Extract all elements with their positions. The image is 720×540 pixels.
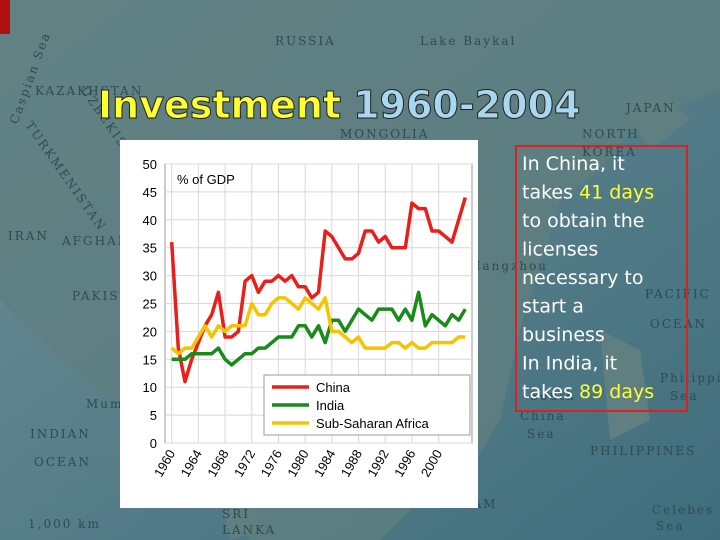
legend-label: China (316, 380, 351, 395)
map-label: MONGOLIA (340, 127, 429, 141)
map-label: NORTH (582, 127, 640, 141)
note-line: In China, it (522, 153, 625, 175)
note-text: necessary to (522, 267, 643, 289)
note-line: In India, it (522, 353, 617, 375)
y-tick-label: 35 (143, 241, 157, 256)
series-line (171, 290, 467, 367)
map-label: KOREA (582, 145, 637, 159)
legend-label: Sub-Saharan Africa (316, 416, 430, 431)
map-label: KAZAKHSTAN (35, 84, 143, 98)
map-land (620, 90, 690, 150)
note-line: takes 41 days (522, 182, 654, 204)
y-tick-label: 15 (143, 352, 157, 367)
y-tick-label: 0 (150, 436, 157, 451)
note-line: start a (522, 296, 584, 318)
series-line (169, 197, 467, 384)
y-axis-label: % of GDP (177, 172, 235, 187)
y-tick-label: 50 (143, 157, 157, 172)
map-label: South (530, 389, 576, 403)
map-label: PACIFIC (645, 287, 711, 301)
note-text: 41 days (579, 182, 654, 204)
slide-title: Investment 1960-2004 (98, 83, 580, 127)
note-line: business (522, 324, 605, 346)
title-part: 1960-2004 (353, 83, 580, 127)
map-label: OCEAN (650, 317, 707, 331)
series-line (170, 296, 466, 356)
note-text: In India, it (522, 353, 617, 375)
map-label: IRAN (8, 229, 49, 243)
map-label: Philippine (660, 371, 720, 385)
note-text: start a (522, 296, 584, 318)
map-label: Celebes (652, 503, 714, 517)
map-label: Sea (656, 519, 684, 533)
y-tick-label: 20 (143, 324, 157, 339)
map-label: RUSSIA (275, 34, 336, 48)
note-line: takes 89 days (522, 381, 654, 403)
note-text: business (522, 324, 605, 346)
map-label: INDIAN (30, 427, 91, 441)
note-line: necessary to (522, 267, 643, 289)
map-label: China (520, 409, 566, 423)
map-label: PHILIPPINES (590, 444, 696, 458)
y-tick-label: 30 (143, 269, 157, 284)
note-text: takes (522, 381, 579, 403)
title-part: Investment (98, 83, 341, 127)
corner-mark (0, 0, 10, 34)
note-line: licenses (522, 239, 598, 261)
note-box (515, 145, 688, 412)
note-text: to obtain the (522, 210, 644, 232)
map-label: Sea (670, 389, 698, 403)
map-label: JAPAN (624, 101, 676, 115)
note-text: In China, it (522, 153, 625, 175)
map-land (600, 330, 650, 440)
map-label: Hangzhou (470, 259, 548, 273)
legend-label: India (316, 398, 345, 413)
note-text: takes (522, 182, 579, 204)
y-tick-label: 25 (143, 297, 157, 312)
y-tick-label: 40 (143, 213, 157, 228)
map-label: Lake Baykal (420, 34, 516, 48)
note-text: licenses (522, 239, 598, 261)
map-label: Sea (527, 427, 555, 441)
map-label: 1,000 km (28, 517, 101, 531)
map-label: LANKA (222, 523, 276, 537)
note-line: to obtain the (522, 210, 644, 232)
map-label: OCEAN (34, 455, 91, 469)
note-text: 89 days (579, 381, 654, 403)
y-tick-label: 10 (143, 380, 157, 395)
y-tick-label: 5 (150, 408, 157, 423)
y-tick-label: 45 (143, 185, 157, 200)
map-label: SRI (222, 507, 250, 521)
